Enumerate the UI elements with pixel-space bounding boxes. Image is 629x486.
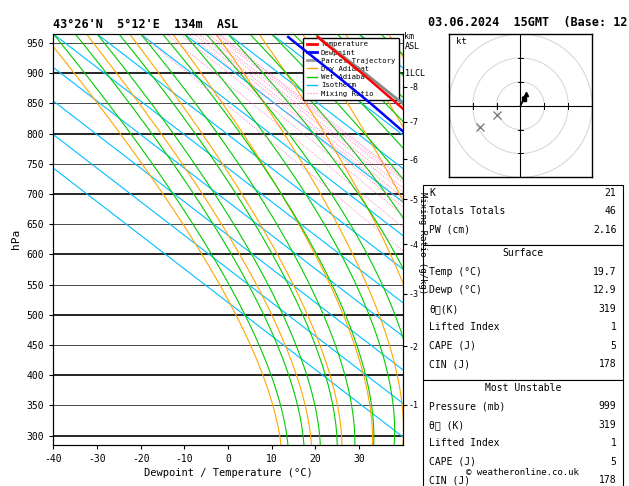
Text: CIN (J): CIN (J) <box>429 475 470 486</box>
Text: Lifted Index: Lifted Index <box>429 438 499 449</box>
Text: CAPE (J): CAPE (J) <box>429 341 476 351</box>
X-axis label: Dewpoint / Temperature (°C): Dewpoint / Temperature (°C) <box>143 468 313 478</box>
Text: CAPE (J): CAPE (J) <box>429 457 476 467</box>
Text: Pressure (mb): Pressure (mb) <box>429 401 505 412</box>
Text: 2.16: 2.16 <box>593 225 616 235</box>
Text: kt: kt <box>456 36 467 46</box>
Text: 43°26'N  5°12'E  134m  ASL: 43°26'N 5°12'E 134m ASL <box>53 18 239 32</box>
Text: PW (cm): PW (cm) <box>429 225 470 235</box>
Text: Most Unstable: Most Unstable <box>484 383 561 393</box>
Text: Mixing Ratio (g/kg): Mixing Ratio (g/kg) <box>418 192 427 294</box>
Text: Dewp (°C): Dewp (°C) <box>429 285 482 295</box>
Text: 319: 319 <box>599 304 616 314</box>
Text: km
ASL: km ASL <box>404 32 420 51</box>
Text: Temp (°C): Temp (°C) <box>429 267 482 277</box>
Text: 5: 5 <box>611 457 616 467</box>
Text: K: K <box>429 188 435 198</box>
Text: Lifted Index: Lifted Index <box>429 322 499 332</box>
Text: Surface: Surface <box>502 248 543 259</box>
Text: 1: 1 <box>611 438 616 449</box>
Text: 178: 178 <box>599 359 616 369</box>
Text: θᴄ(K): θᴄ(K) <box>429 304 459 314</box>
Legend: Temperature, Dewpoint, Parcel Trajectory, Dry Adiabat, Wet Adiabat, Isotherm, Mi: Temperature, Dewpoint, Parcel Trajectory… <box>303 37 399 100</box>
Text: θᴄ (K): θᴄ (K) <box>429 420 464 430</box>
Y-axis label: hPa: hPa <box>11 229 21 249</box>
Text: 12.9: 12.9 <box>593 285 616 295</box>
Text: 46: 46 <box>604 206 616 216</box>
Text: 319: 319 <box>599 420 616 430</box>
Text: 999: 999 <box>599 401 616 412</box>
Text: Totals Totals: Totals Totals <box>429 206 505 216</box>
Text: 5: 5 <box>611 341 616 351</box>
Text: 21: 21 <box>604 188 616 198</box>
Text: 03.06.2024  15GMT  (Base: 12): 03.06.2024 15GMT (Base: 12) <box>428 16 629 29</box>
Text: 178: 178 <box>599 475 616 486</box>
Text: © weatheronline.co.uk: © weatheronline.co.uk <box>465 468 579 477</box>
Text: 1LCL: 1LCL <box>404 69 425 78</box>
Text: CIN (J): CIN (J) <box>429 359 470 369</box>
Text: 19.7: 19.7 <box>593 267 616 277</box>
Text: 1: 1 <box>611 322 616 332</box>
